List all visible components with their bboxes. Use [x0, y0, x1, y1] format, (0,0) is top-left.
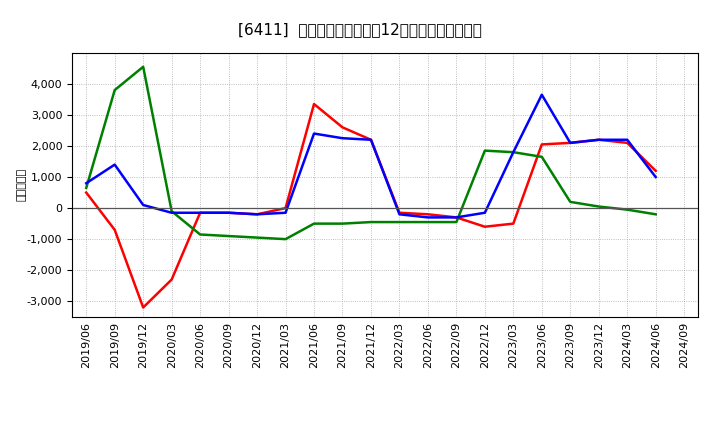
Line: フリーCF: フリーCF	[86, 95, 656, 217]
営業CF	[110, 227, 119, 232]
投資CF	[595, 204, 603, 209]
Line: 営業CF: 営業CF	[86, 104, 656, 308]
フリーCF	[623, 137, 631, 143]
フリーCF	[110, 162, 119, 167]
投資CF	[338, 221, 347, 226]
営業CF	[452, 215, 461, 220]
フリーCF	[595, 137, 603, 143]
フリーCF	[338, 136, 347, 141]
フリーCF	[196, 210, 204, 216]
営業CF	[139, 305, 148, 310]
投資CF	[652, 212, 660, 217]
投資CF	[480, 148, 489, 153]
投資CF	[167, 209, 176, 214]
営業CF	[82, 190, 91, 195]
営業CF	[196, 210, 204, 216]
フリーCF	[652, 174, 660, 180]
フリーCF	[566, 140, 575, 146]
投資CF	[253, 235, 261, 240]
フリーCF	[82, 180, 91, 186]
営業CF	[652, 168, 660, 173]
フリーCF	[253, 212, 261, 217]
フリーCF	[225, 210, 233, 216]
投資CF	[537, 154, 546, 159]
営業CF	[395, 210, 404, 216]
フリーCF	[537, 92, 546, 97]
フリーCF	[395, 212, 404, 217]
投資CF	[623, 207, 631, 212]
フリーCF	[310, 131, 318, 136]
営業CF	[366, 137, 375, 143]
投資CF	[423, 220, 432, 225]
営業CF	[595, 137, 603, 143]
投資CF	[82, 185, 91, 191]
営業CF	[282, 205, 290, 211]
フリーCF	[452, 215, 461, 220]
投資CF	[139, 64, 148, 70]
営業CF	[167, 277, 176, 282]
フリーCF	[167, 210, 176, 216]
フリーCF	[509, 150, 518, 155]
投資CF	[452, 220, 461, 225]
Text: [6411]  キャッシュフローの12か月移動合計の推移: [6411] キャッシュフローの12か月移動合計の推移	[238, 22, 482, 37]
営業CF	[537, 142, 546, 147]
投資CF	[225, 233, 233, 238]
フリーCF	[139, 202, 148, 208]
投資CF	[196, 232, 204, 237]
投資CF	[366, 220, 375, 225]
投資CF	[310, 221, 318, 226]
投資CF	[110, 88, 119, 93]
営業CF	[310, 101, 318, 106]
投資CF	[509, 150, 518, 155]
フリーCF	[282, 210, 290, 216]
Line: 投資CF: 投資CF	[86, 67, 656, 239]
営業CF	[253, 212, 261, 217]
営業CF	[509, 221, 518, 226]
フリーCF	[423, 215, 432, 220]
営業CF	[225, 210, 233, 216]
営業CF	[480, 224, 489, 229]
投資CF	[566, 199, 575, 205]
営業CF	[623, 140, 631, 146]
営業CF	[338, 125, 347, 130]
フリーCF	[366, 137, 375, 143]
投資CF	[395, 220, 404, 225]
投資CF	[282, 237, 290, 242]
営業CF	[566, 140, 575, 146]
Text: （百万円）: （百万円）	[17, 168, 27, 202]
営業CF	[423, 212, 432, 217]
フリーCF	[480, 210, 489, 216]
